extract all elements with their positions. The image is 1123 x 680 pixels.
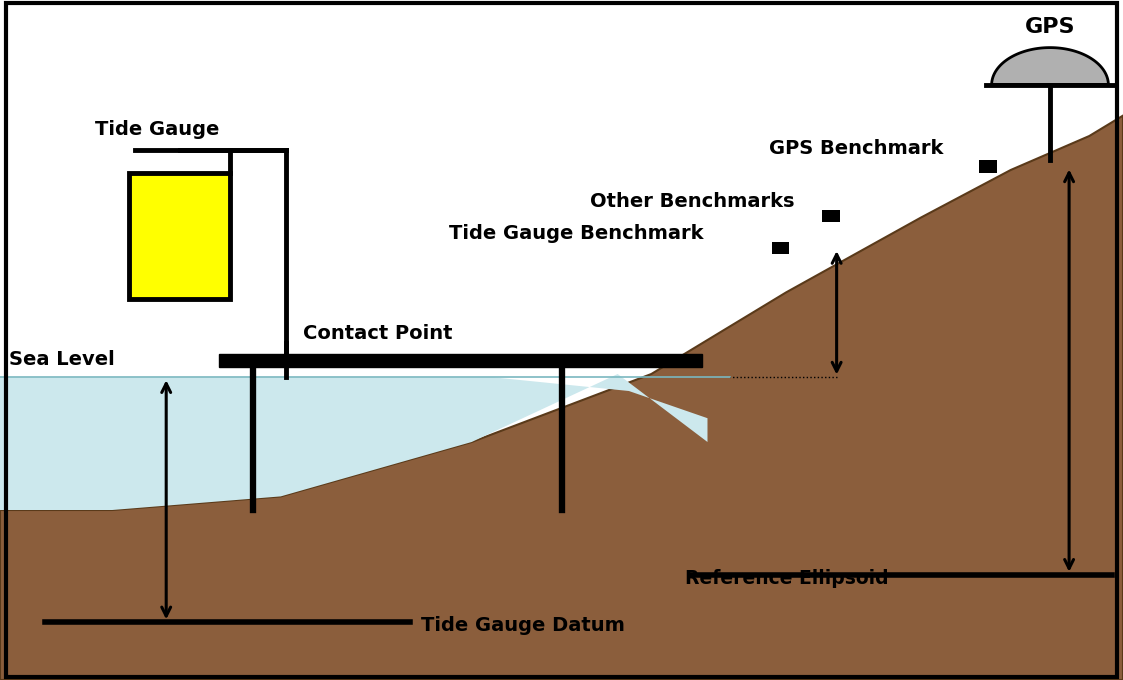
Text: Contact Point: Contact Point [303,324,453,343]
Text: Tide Gauge Datum: Tide Gauge Datum [421,616,626,635]
Text: GPS Benchmark: GPS Benchmark [769,139,943,158]
Text: Other Benchmarks: Other Benchmarks [590,192,794,211]
Polygon shape [992,48,1108,85]
Text: Sea Level: Sea Level [9,350,115,369]
Text: Tide Gauge Benchmark: Tide Gauge Benchmark [449,224,704,243]
Bar [979,160,997,173]
Bar [219,354,702,367]
Polygon shape [0,116,1123,680]
Text: Reference Ellipsoid: Reference Ellipsoid [685,568,888,588]
Bar [129,173,230,299]
Bar [772,242,789,254]
Text: GPS: GPS [1025,18,1075,37]
Text: Tide Gauge: Tide Gauge [95,120,220,139]
Bar [822,210,840,222]
Polygon shape [0,374,707,510]
